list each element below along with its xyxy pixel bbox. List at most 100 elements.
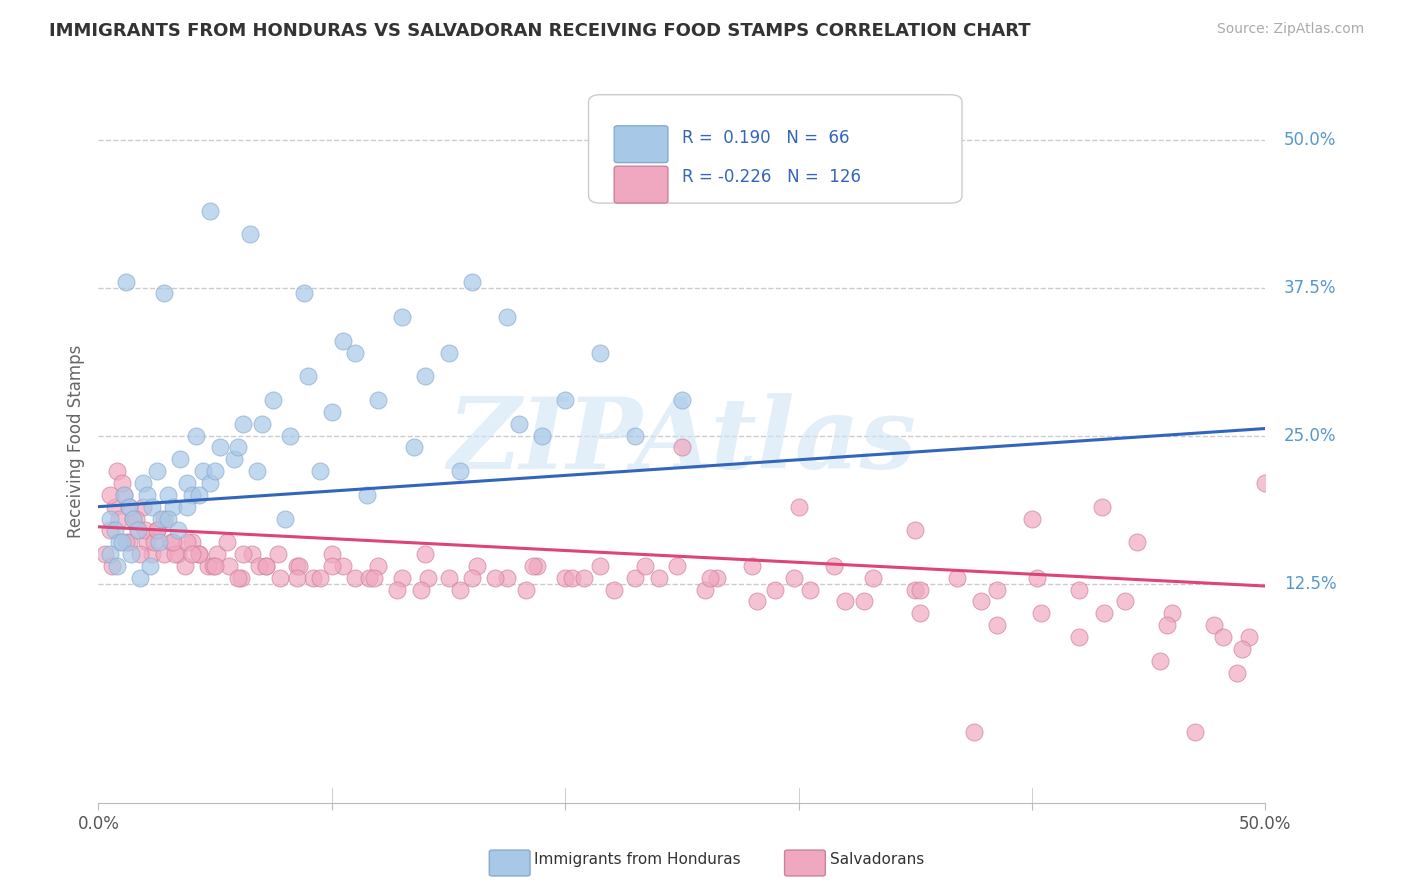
Point xyxy=(222,452,245,467)
Point xyxy=(508,417,530,431)
Point xyxy=(250,417,273,431)
Point xyxy=(118,500,141,514)
Point xyxy=(332,558,354,573)
Point xyxy=(1114,594,1136,608)
Point xyxy=(391,310,413,325)
Point xyxy=(787,500,810,514)
FancyBboxPatch shape xyxy=(614,166,668,203)
Point xyxy=(143,535,166,549)
Point xyxy=(104,524,127,538)
Point xyxy=(413,547,436,561)
Point xyxy=(242,547,264,561)
Point xyxy=(741,558,763,573)
Point xyxy=(1021,511,1043,525)
Point xyxy=(94,547,117,561)
Point xyxy=(193,464,215,478)
Point xyxy=(159,535,181,549)
Point xyxy=(256,558,278,573)
FancyBboxPatch shape xyxy=(785,850,825,876)
Point xyxy=(572,571,595,585)
Text: 50.0%: 50.0% xyxy=(1284,130,1337,148)
Point xyxy=(98,547,121,561)
Point xyxy=(180,535,202,549)
Point xyxy=(166,547,188,561)
Point xyxy=(169,452,191,467)
Point xyxy=(187,547,209,561)
Point xyxy=(391,571,413,585)
Point xyxy=(1126,535,1149,549)
Point xyxy=(148,535,170,549)
Point xyxy=(589,345,612,359)
Point xyxy=(522,558,544,573)
Point xyxy=(165,547,187,561)
Point xyxy=(449,582,471,597)
Point xyxy=(1091,500,1114,514)
Point xyxy=(332,334,354,348)
Point xyxy=(267,547,290,561)
Point xyxy=(111,535,134,549)
FancyBboxPatch shape xyxy=(614,126,668,162)
Point xyxy=(115,275,138,289)
Point xyxy=(162,535,184,549)
Point xyxy=(530,428,553,442)
Point xyxy=(946,571,969,585)
Point xyxy=(409,582,432,597)
Point xyxy=(146,464,169,478)
Point xyxy=(1226,665,1249,680)
Point xyxy=(215,535,238,549)
Point xyxy=(1212,630,1234,644)
Point xyxy=(141,500,163,514)
Point xyxy=(285,571,308,585)
Point xyxy=(105,464,128,478)
Point xyxy=(208,441,231,455)
Point xyxy=(554,571,576,585)
Point xyxy=(834,594,856,608)
Point xyxy=(134,524,156,538)
Point xyxy=(969,594,991,608)
Point xyxy=(496,571,519,585)
Point xyxy=(197,558,219,573)
Point xyxy=(1067,630,1090,644)
FancyBboxPatch shape xyxy=(589,95,962,203)
Point xyxy=(157,511,180,525)
Point xyxy=(200,203,222,218)
Point xyxy=(262,393,284,408)
Point xyxy=(367,558,389,573)
Point xyxy=(344,571,367,585)
Point xyxy=(166,524,188,538)
Point xyxy=(180,547,202,561)
Point xyxy=(852,594,875,608)
Point xyxy=(105,558,128,573)
Point xyxy=(706,571,728,585)
Point xyxy=(904,524,927,538)
Text: 12.5%: 12.5% xyxy=(1284,574,1337,592)
Text: 37.5%: 37.5% xyxy=(1284,278,1337,296)
Point xyxy=(554,393,576,408)
Point xyxy=(402,441,425,455)
Point xyxy=(986,582,1008,597)
Point xyxy=(150,511,173,525)
Point xyxy=(799,582,821,597)
Point xyxy=(1067,582,1090,597)
FancyBboxPatch shape xyxy=(489,850,530,876)
Point xyxy=(699,571,721,585)
Point xyxy=(297,369,319,384)
Point xyxy=(207,547,229,561)
Point xyxy=(1202,618,1225,632)
Point xyxy=(986,618,1008,632)
Point xyxy=(125,511,148,525)
Text: ZIPAtlas: ZIPAtlas xyxy=(447,393,917,490)
Point xyxy=(1237,630,1260,644)
Point xyxy=(118,535,141,549)
Point xyxy=(561,571,583,585)
Point xyxy=(232,417,254,431)
Point xyxy=(1254,475,1277,490)
Point xyxy=(908,582,931,597)
Point xyxy=(321,547,343,561)
Point xyxy=(695,582,717,597)
Point xyxy=(228,441,250,455)
Point xyxy=(437,345,460,359)
Point xyxy=(111,475,134,490)
Point xyxy=(176,475,198,490)
Point xyxy=(136,535,159,549)
